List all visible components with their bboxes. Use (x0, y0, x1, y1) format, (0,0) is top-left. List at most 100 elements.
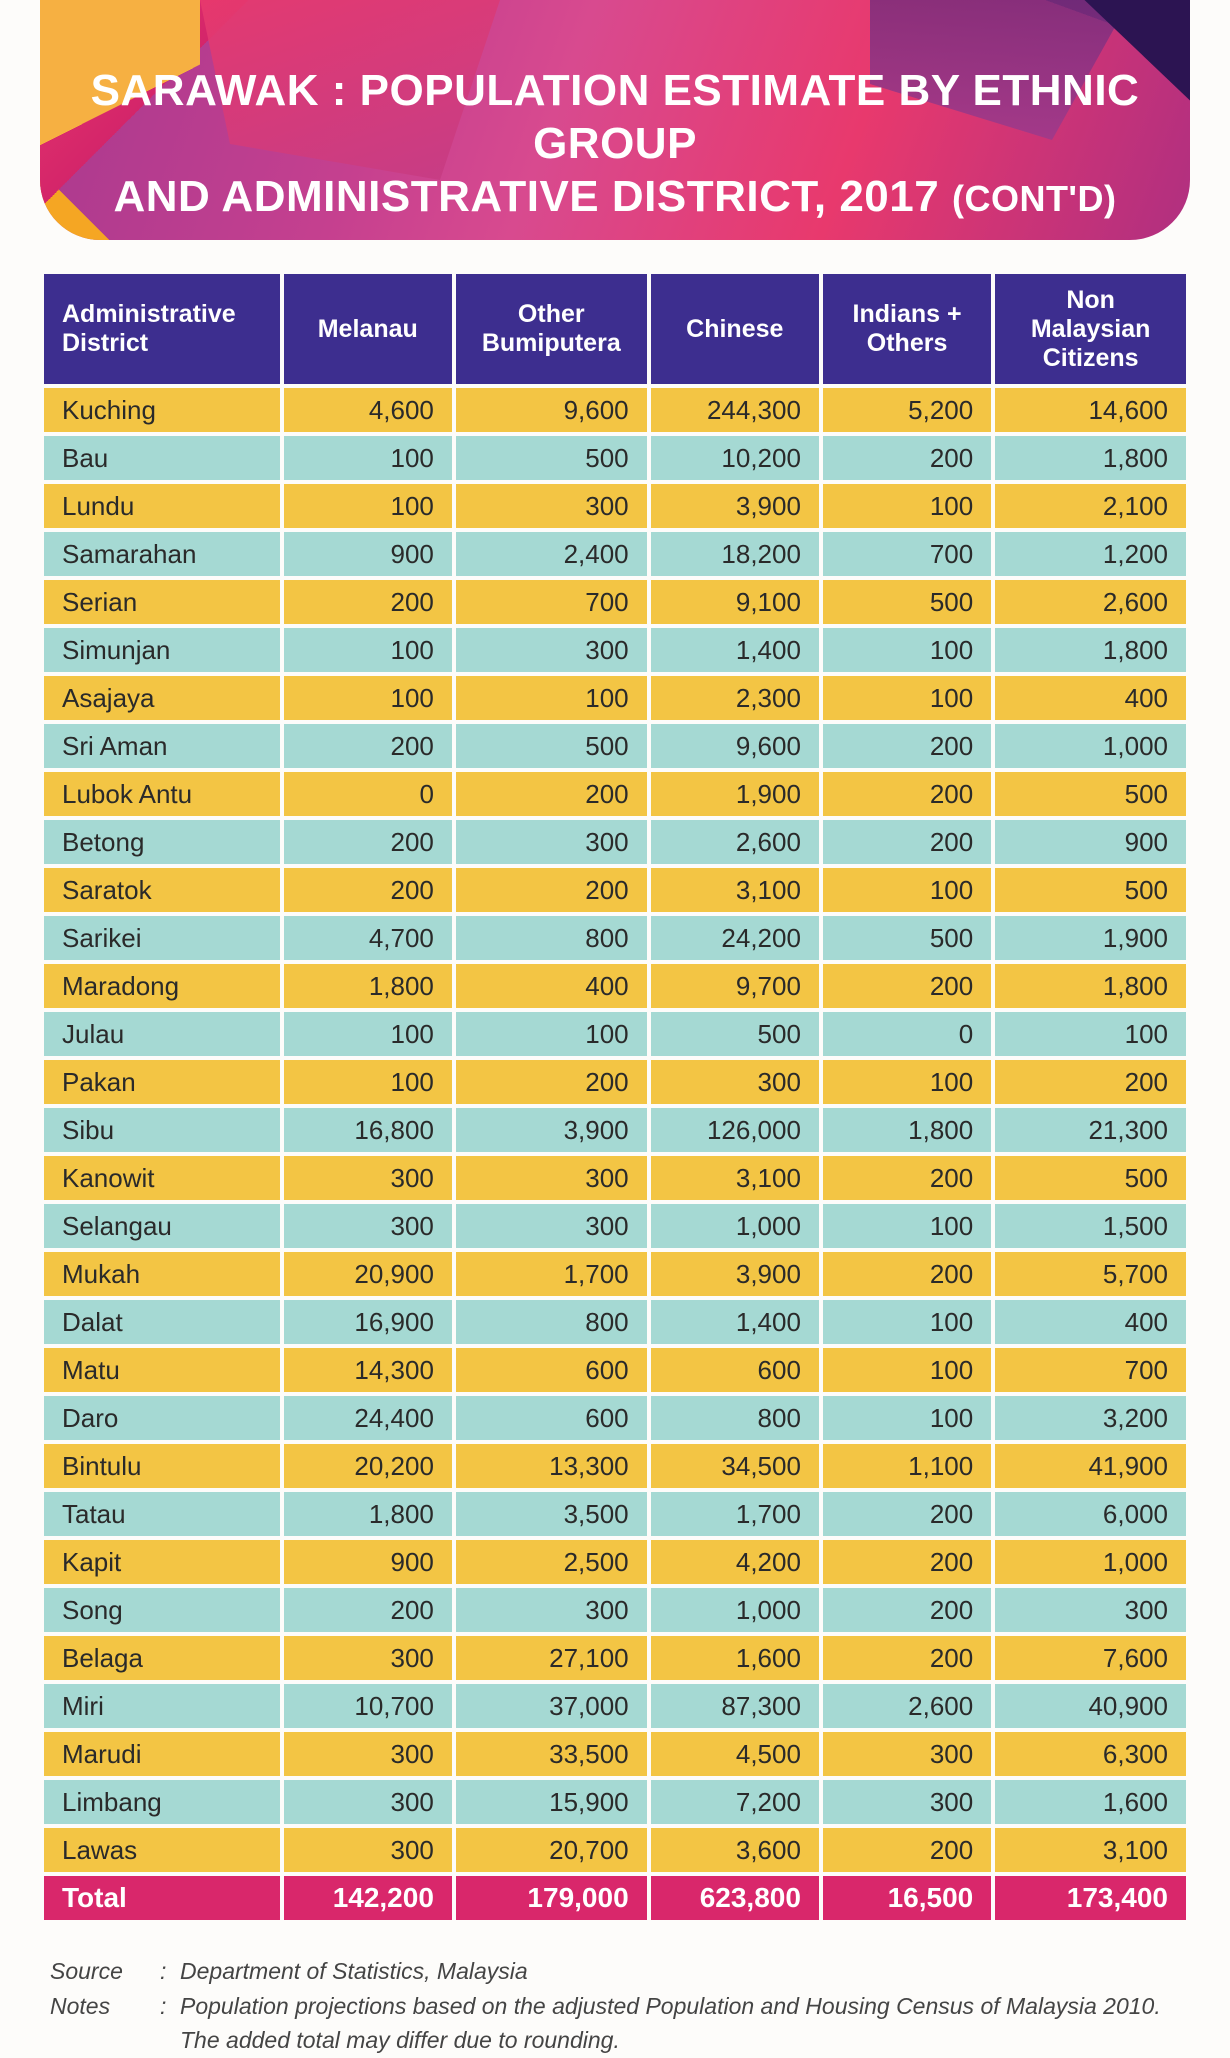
value-cell: 1,500 (995, 1204, 1186, 1248)
value-cell: 1,000 (995, 1540, 1186, 1584)
value-cell: 100 (823, 1204, 991, 1248)
value-cell: 6,300 (995, 1732, 1186, 1776)
value-cell: 24,400 (284, 1396, 452, 1440)
value-cell: 4,600 (284, 388, 452, 432)
value-cell: 500 (651, 1012, 819, 1056)
value-cell: 1,700 (456, 1252, 647, 1296)
value-cell: 300 (284, 1156, 452, 1200)
value-cell: 300 (284, 1204, 452, 1248)
notes-label: Notes (50, 1989, 160, 2058)
value-cell: 14,600 (995, 388, 1186, 432)
value-cell: 20,200 (284, 1444, 452, 1488)
district-cell: Asajaya (44, 676, 280, 720)
title-text: SARAWAK : POPULATION ESTIMATE BY ETHNIC … (40, 0, 1190, 223)
value-cell: 200 (456, 1060, 647, 1104)
value-cell: 200 (284, 868, 452, 912)
table-total: Total142,200179,000623,80016,500173,400 (44, 1876, 1186, 1920)
table-row: Bau10050010,2002001,800 (44, 436, 1186, 480)
table-row: Mukah20,9001,7003,9002005,700 (44, 1252, 1186, 1296)
value-cell: 300 (284, 1828, 452, 1872)
table-head: AdministrativeDistrictMelanauOtherBumipu… (44, 274, 1186, 384)
value-cell: 100 (823, 1396, 991, 1440)
value-cell: 300 (456, 1588, 647, 1632)
column-header: NonMalaysianCitizens (995, 274, 1186, 384)
population-table: AdministrativeDistrictMelanauOtherBumipu… (40, 270, 1190, 1924)
value-cell: 21,300 (995, 1108, 1186, 1152)
value-cell: 800 (456, 916, 647, 960)
total-label: Total (44, 1876, 280, 1920)
value-cell: 900 (284, 1540, 452, 1584)
value-cell: 200 (823, 1828, 991, 1872)
district-cell: Daro (44, 1396, 280, 1440)
value-cell: 500 (456, 724, 647, 768)
value-cell: 300 (284, 1732, 452, 1776)
value-cell: 1,800 (284, 1492, 452, 1536)
value-cell: 200 (995, 1060, 1186, 1104)
district-cell: Kuching (44, 388, 280, 432)
table-row: Serian2007009,1005002,600 (44, 580, 1186, 624)
value-cell: 300 (456, 820, 647, 864)
table-row: Sarikei4,70080024,2005001,900 (44, 916, 1186, 960)
value-cell: 5,200 (823, 388, 991, 432)
value-cell: 700 (823, 532, 991, 576)
value-cell: 16,900 (284, 1300, 452, 1344)
value-cell: 500 (456, 436, 647, 480)
value-cell: 41,900 (995, 1444, 1186, 1488)
value-cell: 100 (284, 628, 452, 672)
district-cell: Dalat (44, 1300, 280, 1344)
value-cell: 1,400 (651, 628, 819, 672)
value-cell: 2,100 (995, 484, 1186, 528)
value-cell: 1,400 (651, 1300, 819, 1344)
value-cell: 1,900 (651, 772, 819, 816)
district-cell: Kapit (44, 1540, 280, 1584)
value-cell: 7,200 (651, 1780, 819, 1824)
value-cell: 4,200 (651, 1540, 819, 1584)
district-cell: Samarahan (44, 532, 280, 576)
value-cell: 4,700 (284, 916, 452, 960)
total-value: 179,000 (456, 1876, 647, 1920)
table-row: Marudi30033,5004,5003006,300 (44, 1732, 1186, 1776)
table-row: Matu14,300600600100700 (44, 1348, 1186, 1392)
district-cell: Song (44, 1588, 280, 1632)
district-cell: Mukah (44, 1252, 280, 1296)
value-cell: 16,800 (284, 1108, 452, 1152)
value-cell: 14,300 (284, 1348, 452, 1392)
value-cell: 1,800 (995, 964, 1186, 1008)
value-cell: 7,600 (995, 1636, 1186, 1680)
value-cell: 200 (284, 1588, 452, 1632)
district-cell: Tatau (44, 1492, 280, 1536)
value-cell: 500 (823, 916, 991, 960)
district-cell: Lubok Antu (44, 772, 280, 816)
table-row: Maradong1,8004009,7002001,800 (44, 964, 1186, 1008)
district-cell: Simunjan (44, 628, 280, 672)
value-cell: 300 (823, 1780, 991, 1824)
value-cell: 100 (823, 868, 991, 912)
value-cell: 0 (823, 1012, 991, 1056)
value-cell: 1,800 (995, 628, 1186, 672)
table-row: Selangau3003001,0001001,500 (44, 1204, 1186, 1248)
column-header: Melanau (284, 274, 452, 384)
source-text: Department of Statistics, Malaysia (180, 1954, 1180, 1989)
value-cell: 3,600 (651, 1828, 819, 1872)
value-cell: 800 (651, 1396, 819, 1440)
table-row: Kanowit3003003,100200500 (44, 1156, 1186, 1200)
value-cell: 600 (456, 1348, 647, 1392)
table-row: Daro24,4006008001003,200 (44, 1396, 1186, 1440)
value-cell: 300 (651, 1060, 819, 1104)
value-cell: 2,600 (823, 1684, 991, 1728)
value-cell: 100 (284, 676, 452, 720)
value-cell: 20,900 (284, 1252, 452, 1296)
value-cell: 500 (995, 868, 1186, 912)
value-cell: 3,900 (651, 484, 819, 528)
value-cell: 600 (456, 1396, 647, 1440)
column-header: Chinese (651, 274, 819, 384)
value-cell: 126,000 (651, 1108, 819, 1152)
title-banner: SARAWAK : POPULATION ESTIMATE BY ETHNIC … (40, 0, 1190, 240)
value-cell: 2,600 (995, 580, 1186, 624)
district-cell: Betong (44, 820, 280, 864)
value-cell: 100 (823, 1060, 991, 1104)
value-cell: 1,200 (995, 532, 1186, 576)
value-cell: 3,900 (456, 1108, 647, 1152)
value-cell: 1,000 (651, 1204, 819, 1248)
table-row: Bintulu20,20013,30034,5001,10041,900 (44, 1444, 1186, 1488)
